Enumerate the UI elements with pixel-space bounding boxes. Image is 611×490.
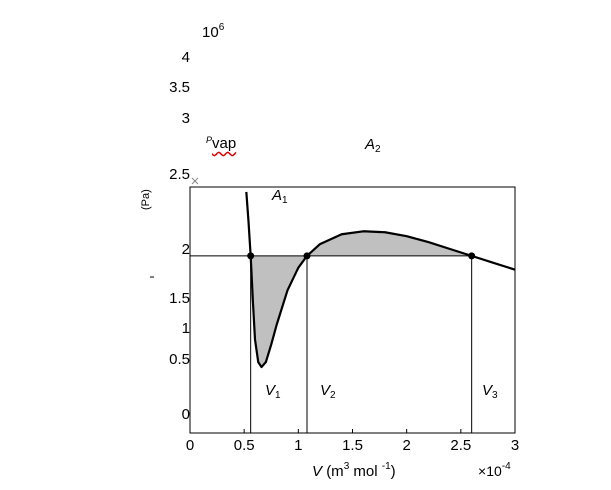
y-tick-label: 3 (182, 110, 190, 127)
y-axis-label-fragment: (Pa) (140, 189, 152, 210)
x-axis-label: V (m3 mol -1) (312, 461, 396, 480)
y-exponent-label: 106 (202, 22, 225, 41)
x-tick-label: 0 (186, 437, 194, 454)
pvap-label: Pvap (206, 135, 237, 152)
area-a2-shade (307, 231, 472, 256)
volume-label-v2: V2 (320, 382, 336, 401)
intersection-point-1 (247, 252, 255, 260)
y-tick-label: 0.5 (169, 351, 190, 368)
corner-marker (191, 177, 199, 185)
plot-frame (189, 186, 516, 434)
x-tick-label: 2.5 (450, 437, 471, 454)
y-tick-label: 2.5 (169, 166, 190, 183)
y-tick-label: 3.5 (169, 79, 190, 96)
y-tick-label: 1.5 (169, 290, 190, 307)
x-tick-label: 0.5 (234, 437, 255, 454)
y-tick-label: 1 (182, 320, 190, 337)
y-tick-label: 2 (182, 241, 190, 258)
x-tick-label: 1 (294, 437, 302, 454)
x-tick-label: 2 (402, 437, 410, 454)
y-tick-label: 4 (182, 49, 190, 66)
intersection-point-3 (468, 252, 476, 260)
area-a1-shade (250, 255, 307, 368)
area-label-a1: A1 (272, 187, 288, 206)
area-label-a2: A2 (365, 136, 381, 155)
x-tick-label: 3 (511, 437, 519, 454)
x-exponent-label: ×10-4 (478, 461, 511, 479)
y-tick-label: 0 (182, 406, 190, 423)
volume-label-v3: V3 (482, 382, 498, 401)
volume-label-v1: V1 (265, 382, 281, 401)
x-tick-label: 1.5 (342, 437, 363, 454)
isotherm-curve (245, 191, 516, 369)
intersection-point-2 (303, 252, 311, 260)
